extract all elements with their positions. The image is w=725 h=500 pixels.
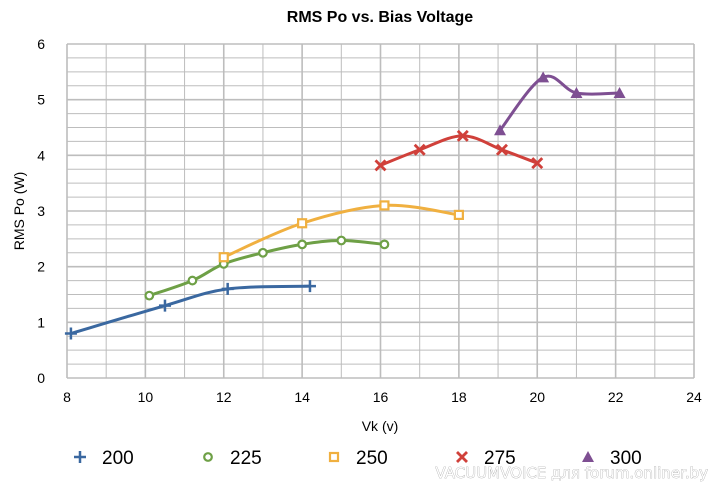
marker-x	[495, 143, 508, 156]
legend: 200 225 250 275 300	[74, 448, 642, 469]
legend-label: 250	[356, 448, 388, 469]
x-tick-label: 24	[686, 389, 702, 405]
marker-plus	[158, 299, 171, 312]
series-300	[494, 71, 626, 136]
x-axis-label: Vk (v)	[362, 418, 399, 434]
x-tick-label: 18	[451, 389, 467, 405]
marker-x	[413, 143, 426, 156]
series-200	[64, 280, 316, 340]
marker-x	[456, 129, 469, 142]
marker-square	[297, 218, 308, 229]
legend-item-250: 250	[328, 448, 388, 469]
marker-plus	[74, 451, 86, 463]
marker-plus	[303, 280, 316, 293]
y-tick-label: 6	[37, 36, 45, 52]
legend-label: 225	[230, 448, 262, 469]
series-group	[64, 71, 626, 340]
marker-x	[456, 451, 468, 463]
y-tick-label: 5	[37, 92, 45, 108]
marker-square	[218, 252, 229, 263]
legend-label: 300	[610, 448, 642, 469]
series-line	[223, 203, 460, 259]
marker-square	[379, 200, 390, 211]
legend-item-300: 300	[582, 448, 642, 469]
marker-triangle	[582, 451, 594, 462]
marker-plus	[64, 327, 77, 340]
y-tick-label: 1	[37, 314, 45, 330]
marker-circle	[258, 247, 268, 258]
y-tick-label: 0	[37, 370, 45, 386]
y-axis-label: RMS Po (W)	[11, 172, 27, 251]
legend-label: 200	[102, 448, 134, 469]
x-tick-label: 16	[373, 389, 389, 405]
marker-triangle	[494, 124, 507, 136]
watermark: VACUUMVOICE для forum.onliner.by	[435, 464, 708, 482]
marker-circle	[203, 452, 213, 462]
marker-square	[453, 209, 464, 220]
legend-label: 275	[484, 448, 516, 469]
series-250	[218, 200, 464, 263]
x-tick-label: 22	[608, 389, 624, 405]
marker-triangle	[613, 86, 626, 98]
x-tick-label: 10	[138, 389, 154, 405]
x-tick-label: 14	[294, 389, 310, 405]
x-tick-label: 20	[529, 389, 545, 405]
marker-circle	[144, 290, 155, 301]
legend-item-275: 275	[456, 448, 516, 469]
y-tick-label: 2	[37, 259, 45, 275]
y-tick-label: 4	[37, 147, 45, 163]
grid	[66, 43, 695, 379]
legend-item-200: 200	[74, 448, 134, 469]
marker-circle	[187, 275, 198, 286]
marker-x	[531, 157, 544, 170]
series-line	[70, 284, 311, 335]
x-tick-label: 8	[63, 389, 71, 405]
y-tick-label: 3	[37, 203, 45, 219]
marker-circle	[336, 235, 347, 246]
x-tick-label: 12	[216, 389, 232, 405]
chart-title: RMS Po vs. Bias Voltage	[287, 9, 474, 26]
marker-circle	[297, 239, 308, 250]
marker-triangle	[570, 86, 583, 98]
series-275	[374, 129, 544, 172]
legend-item-225: 225	[203, 448, 262, 469]
marker-x	[374, 159, 387, 172]
marker-square	[328, 451, 340, 463]
marker-triangle	[537, 71, 550, 83]
marker-circle	[379, 239, 390, 250]
series-line	[498, 74, 620, 132]
series-225	[144, 235, 390, 301]
marker-plus	[221, 282, 234, 295]
